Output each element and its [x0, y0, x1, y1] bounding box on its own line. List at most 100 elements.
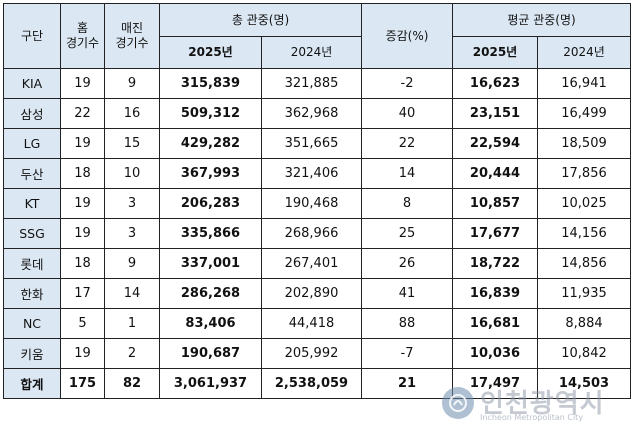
header-avg-2025: 2025년 — [452, 36, 538, 69]
header-home-line2: 경기수 — [65, 36, 100, 50]
cell-avg-2024: 10,025 — [536, 188, 632, 219]
cell-total-2025: 367,993 — [159, 158, 262, 189]
table-row: 키움 19 2 190,687 205,992 -7 10,036 10,842 — [3, 338, 632, 369]
table-body: KIA 19 9 315,839 321,885 -2 16,623 16,941 삼성 22 16… — [3, 68, 632, 399]
cell-change: 14 — [361, 158, 453, 189]
cell-avg-2025: 23,151 — [452, 98, 538, 129]
cell-change: 88 — [361, 308, 453, 339]
cell-sellout-games: 9 — [104, 68, 160, 99]
header-change: 증감(%) — [361, 3, 453, 69]
cell-total-2025: 286,268 — [159, 278, 262, 309]
cell-total-2025: 190,687 — [159, 338, 262, 369]
cell-avg-2024: 17,856 — [536, 158, 632, 189]
table-row: 한화 17 14 286,268 202,890 41 16,839 11,935 — [3, 278, 632, 309]
header-team: 구단 — [3, 3, 61, 69]
table-row: NC 5 1 83,406 44,418 88 16,681 8,884 — [3, 308, 632, 339]
cell-home-games: 19 — [60, 68, 105, 99]
cell-total-2024: 2,538,059 — [261, 368, 362, 399]
cell-total-2024: 321,885 — [261, 68, 362, 99]
cell-team: KIA — [3, 68, 61, 99]
cell-sellout-games: 3 — [104, 218, 160, 249]
table-row: SSG 19 3 335,866 268,966 25 17,677 14,156 — [3, 218, 632, 249]
cell-avg-2024: 8,884 — [536, 308, 632, 339]
cell-total-2024: 44,418 — [261, 308, 362, 339]
cell-home-games: 17 — [60, 278, 105, 309]
cell-avg-2024: 16,499 — [536, 98, 632, 129]
cell-home-games: 18 — [60, 158, 105, 189]
table-row: 롯데 18 9 337,001 267,401 26 18,722 14,856 — [3, 248, 632, 279]
table-row: 두산 18 10 367,993 321,406 14 20,444 17,856 — [3, 158, 632, 189]
table-row: 삼성 22 16 509,312 362,968 40 23,151 16,499 — [3, 98, 632, 129]
cell-total-2025: 315,839 — [159, 68, 262, 99]
cell-total-2025: 3,061,937 — [159, 368, 262, 399]
cell-change: 26 — [361, 248, 453, 279]
cell-total-2024: 205,992 — [261, 338, 362, 369]
attendance-table: 구단 홈 경기수 매진 경기수 총 관중(명) 증감(%) 평균 관중(명) 2… — [3, 3, 632, 399]
cell-avg-2025: 16,623 — [452, 68, 538, 99]
cell-team: KT — [3, 188, 61, 219]
cell-avg-2024: 14,856 — [536, 248, 632, 279]
cell-home-games: 175 — [60, 368, 105, 399]
cell-avg-2024: 18,509 — [536, 128, 632, 159]
cell-change: 25 — [361, 218, 453, 249]
cell-total-2025: 335,866 — [159, 218, 262, 249]
cell-avg-2025: 16,681 — [452, 308, 538, 339]
cell-team: 한화 — [3, 278, 61, 309]
header-sellout-games: 매진 경기수 — [104, 3, 160, 69]
cell-sellout-games: 3 — [104, 188, 160, 219]
cell-total-2024: 321,406 — [261, 158, 362, 189]
cell-change: 22 — [361, 128, 453, 159]
cell-avg-2025: 10,857 — [452, 188, 538, 219]
header-total-attendance: 총 관중(명) — [159, 3, 362, 37]
cell-total-2024: 268,966 — [261, 218, 362, 249]
cell-change: 21 — [361, 368, 453, 399]
cell-home-games: 19 — [60, 188, 105, 219]
header-total-2024: 2024년 — [261, 36, 362, 69]
header-sellout-line2: 경기수 — [115, 36, 149, 50]
cell-total-2024: 190,468 — [261, 188, 362, 219]
cell-home-games: 19 — [60, 128, 105, 159]
cell-sellout-games: 9 — [104, 248, 160, 279]
cell-total-2025: 429,282 — [159, 128, 262, 159]
cell-total-2025: 206,283 — [159, 188, 262, 219]
header-sellout-line1: 매진 — [120, 21, 144, 35]
total-row: 합계 175 82 3,061,937 2,538,059 21 17,497 14,503 — [3, 368, 632, 399]
cell-team: LG — [3, 128, 61, 159]
cell-sellout-games: 1 — [104, 308, 160, 339]
cell-change: 40 — [361, 98, 453, 129]
cell-avg-2024: 10,842 — [536, 338, 632, 369]
table-row: LG 19 15 429,282 351,665 22 22,594 18,509 — [3, 128, 632, 159]
cell-team: 키움 — [3, 338, 61, 369]
cell-total-2025: 509,312 — [159, 98, 262, 129]
cell-home-games: 19 — [60, 218, 105, 249]
cell-avg-2025: 20,444 — [452, 158, 538, 189]
cell-total-2024: 362,968 — [261, 98, 362, 129]
table-row: KT 19 3 206,283 190,468 8 10,857 10,025 — [3, 188, 632, 219]
header-avg-attendance: 평균 관중(명) — [451, 3, 632, 37]
header-avg-2024: 2024년 — [536, 36, 632, 69]
cell-sellout-games: 16 — [104, 98, 160, 129]
cell-home-games: 22 — [60, 98, 105, 129]
cell-home-games: 18 — [60, 248, 105, 279]
cell-sellout-games: 14 — [104, 278, 160, 309]
cell-team: NC — [3, 308, 61, 339]
table-header: 구단 홈 경기수 매진 경기수 총 관중(명) 증감(%) 평균 관중(명) 2… — [3, 3, 632, 69]
cell-avg-2025: 16,839 — [452, 278, 538, 309]
cell-avg-2025: 18,722 — [452, 248, 538, 279]
cell-avg-2025: 10,036 — [452, 338, 538, 369]
cell-sellout-games: 15 — [104, 128, 160, 159]
cell-avg-2025: 17,497 — [452, 368, 538, 399]
header-home-line1: 홈 — [76, 21, 89, 35]
cell-change: -2 — [361, 68, 453, 99]
cell-sellout-games: 2 — [104, 338, 160, 369]
cell-home-games: 5 — [60, 308, 105, 339]
cell-change: -7 — [361, 338, 453, 369]
cell-avg-2024: 16,941 — [536, 68, 632, 99]
cell-team: SSG — [3, 218, 61, 249]
cell-team: 합계 — [3, 368, 61, 399]
watermark-subtext: Incheon Metropolitan City — [480, 413, 584, 422]
cell-total-2025: 337,001 — [159, 248, 262, 279]
cell-avg-2024: 14,156 — [536, 218, 632, 249]
cell-total-2024: 202,890 — [261, 278, 362, 309]
cell-team: 삼성 — [3, 98, 61, 129]
